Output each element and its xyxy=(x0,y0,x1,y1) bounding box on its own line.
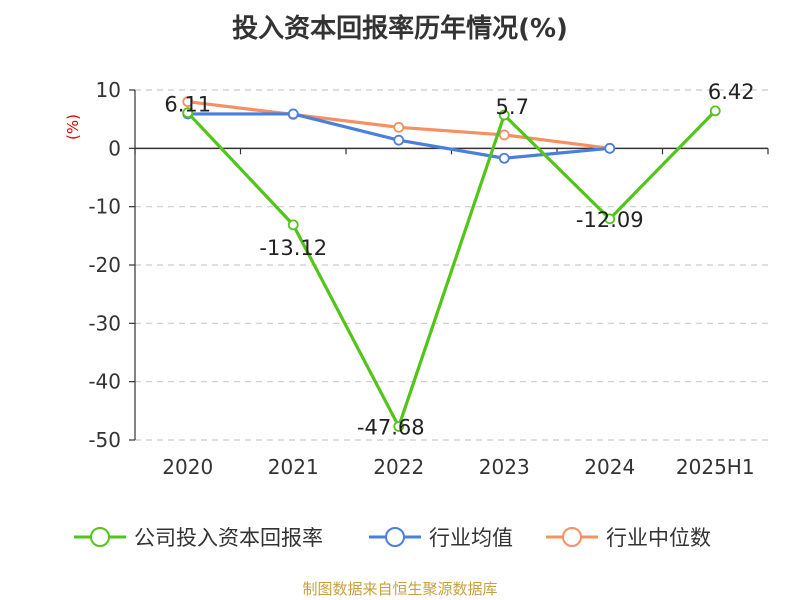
legend-item: 行业中位数 xyxy=(546,526,711,550)
y-tick-label: -20 xyxy=(88,253,121,277)
x-tick-label: 2025H1 xyxy=(676,455,755,479)
data-label: -12.09 xyxy=(576,208,644,232)
legend-swatch-marker xyxy=(385,527,405,547)
data-label: 6.11 xyxy=(164,93,211,117)
y-tick-label: -50 xyxy=(88,428,121,452)
data-point xyxy=(604,142,616,154)
x-tick-label: 2022 xyxy=(373,455,424,479)
data-point xyxy=(287,108,299,120)
data-point xyxy=(498,152,510,164)
legend: 公司投入资本回报率 行业均值 行业中位数 xyxy=(74,526,711,550)
legend-label: 行业均值 xyxy=(429,526,513,550)
legend-swatch-marker xyxy=(90,527,110,547)
data-label: 5.7 xyxy=(496,95,529,119)
y-axis-unit: (%) xyxy=(64,114,82,140)
legend-item: 行业均值 xyxy=(369,526,513,550)
legend-swatch-marker xyxy=(562,527,582,547)
data-point xyxy=(393,421,405,432)
data-point xyxy=(604,213,616,225)
x-tick-label: 2021 xyxy=(268,455,319,479)
data-label: 6.42 xyxy=(708,80,755,104)
legend-label: 公司投入资本回报率 xyxy=(134,526,323,550)
data-point xyxy=(287,219,299,231)
gridlines xyxy=(135,89,768,441)
series-line-0 xyxy=(186,109,717,429)
y-tick-label: 10 xyxy=(96,78,121,102)
data-point xyxy=(182,96,194,108)
data-point xyxy=(498,129,510,141)
data-label: -47.68 xyxy=(357,415,425,439)
axes: 10 0 -10 -20 -30 -40 -50 2020 2021 2022 2023 2024 20… xyxy=(88,78,769,479)
y-tick-label: -10 xyxy=(88,195,121,219)
y-tick-label: -30 xyxy=(88,311,121,335)
series xyxy=(182,96,721,432)
legend-label: 行业中位数 xyxy=(606,526,711,550)
y-tick-label: 0 xyxy=(108,136,121,160)
chart-title: 投入资本回报率历年情况(%) xyxy=(232,14,568,44)
data-point xyxy=(498,109,510,121)
data-point xyxy=(393,134,405,146)
data-point xyxy=(709,105,721,117)
x-tick-label: 2023 xyxy=(479,455,530,479)
x-tick-label: 2020 xyxy=(162,455,213,479)
data-point xyxy=(182,107,194,119)
data-label: -13.12 xyxy=(259,236,327,260)
legend-item: 公司投入资本回报率 xyxy=(74,526,323,550)
x-tick-label: 2024 xyxy=(584,455,635,479)
data-point xyxy=(393,121,405,133)
source-note: 制图数据来自恒生聚源数据库 xyxy=(302,580,498,598)
data-labels: 6.11 -13.12 -47.68 5.7 -12.09 6.42 xyxy=(164,80,754,440)
y-tick-label: -40 xyxy=(88,370,121,394)
